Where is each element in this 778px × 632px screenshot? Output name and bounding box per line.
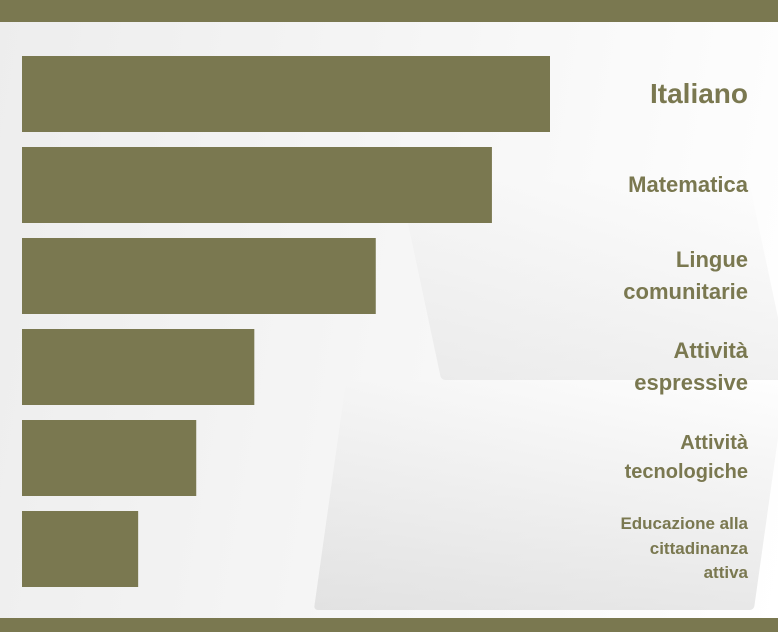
category-label-5: Educazione alla cittadinanza attiva xyxy=(620,514,748,583)
category-label-1: Matematica xyxy=(628,172,748,198)
category-label-3: Attività espressive xyxy=(634,338,748,395)
category-label-0: Italiano xyxy=(649,77,748,109)
bar-4 xyxy=(22,420,197,496)
category-label-2: Lingue comunitarie xyxy=(623,247,748,304)
bar-2 xyxy=(22,238,376,314)
bar-3 xyxy=(22,329,255,405)
bar-0 xyxy=(22,56,550,132)
bottom-band xyxy=(0,618,778,632)
top-band xyxy=(0,0,778,22)
bar-1 xyxy=(22,147,492,223)
category-label-4: Attività tecnologiche xyxy=(624,432,748,483)
bar-5 xyxy=(22,511,139,587)
